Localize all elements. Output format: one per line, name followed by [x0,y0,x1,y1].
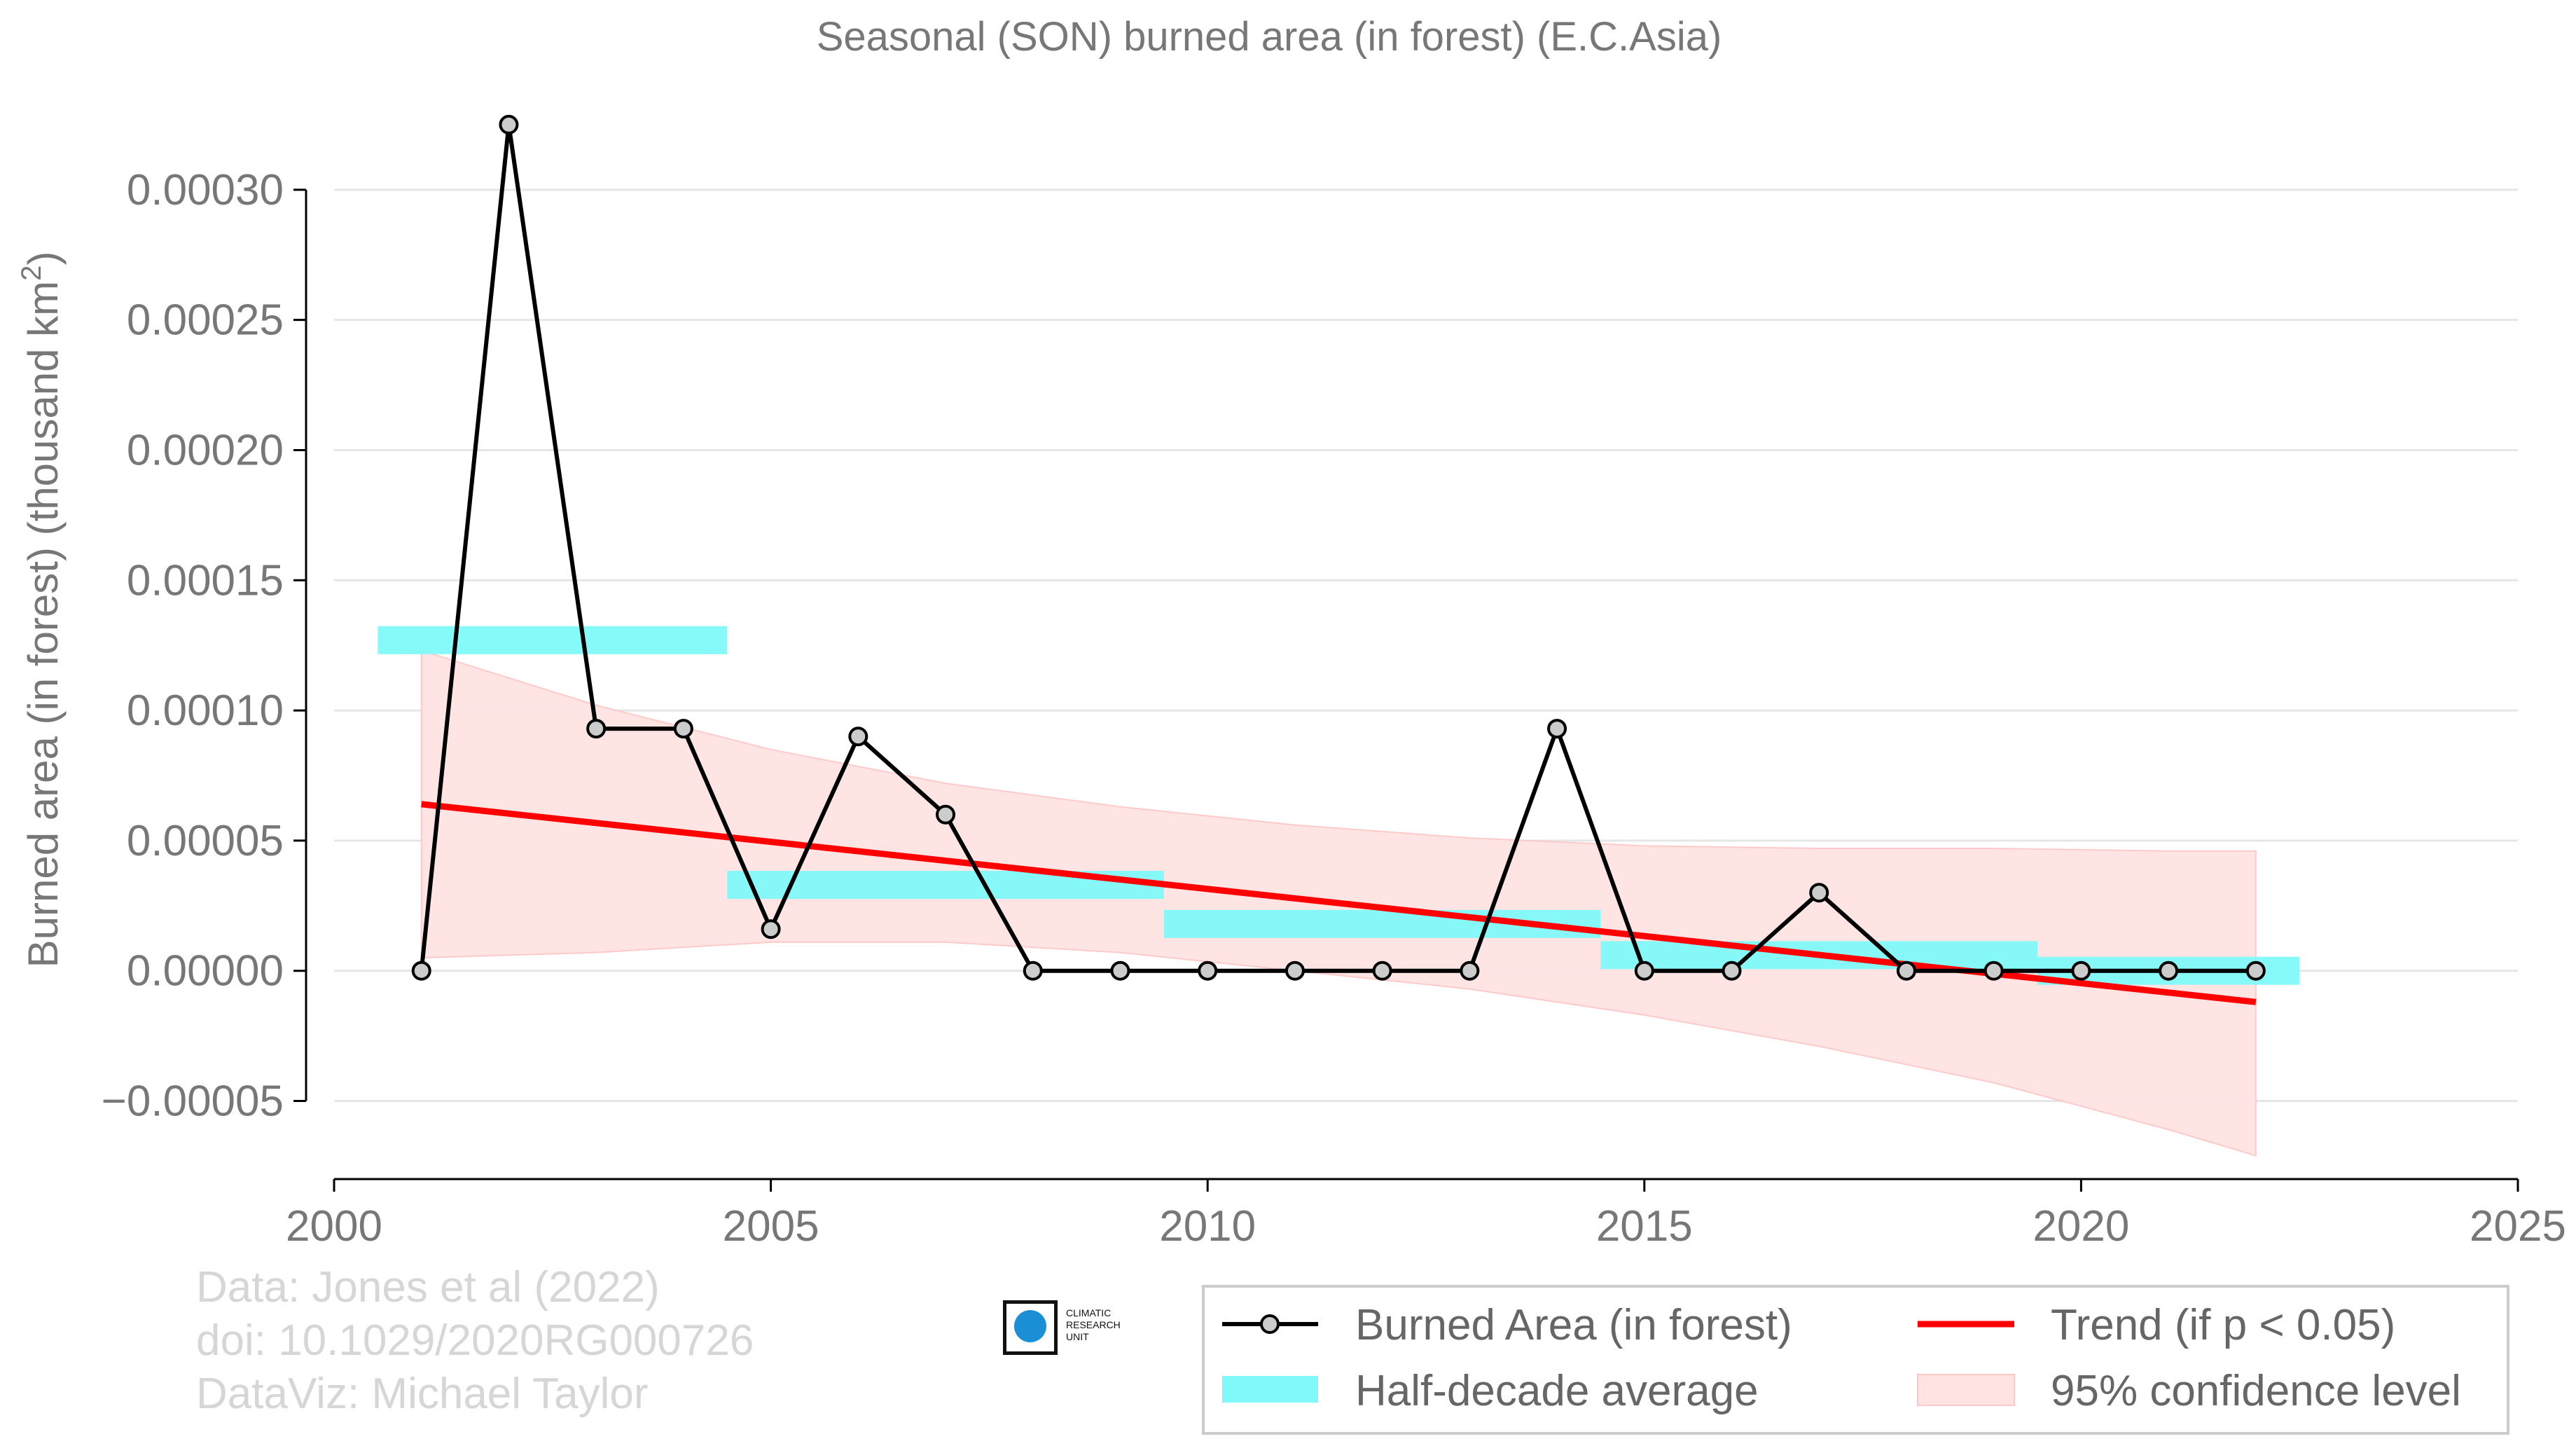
data-point [1896,960,1916,981]
y-tick-label: 0.00020 [127,426,284,474]
credits: Data: Jones et al (2022) doi: 10.1029/20… [196,1261,754,1421]
data-point [1284,960,1305,981]
x-tick-label: 2000 [286,1202,382,1251]
legend: Burned Area (in forest) Half-decade aver… [1202,1285,2509,1435]
y-axis-label-superscript: 2 [16,266,47,281]
data-point [761,919,781,939]
x-tick-label: 2020 [2033,1202,2129,1251]
x-tick-label: 2015 [1596,1202,1693,1251]
data-point [499,114,519,135]
data-point [1372,960,1392,981]
logo-text: CLIMATIC RESEARCH UNIT [1066,1307,1121,1342]
cru-logo: CLIMATIC RESEARCH UNIT [1003,1296,1157,1366]
x-ticks: 2000 2005 2010 2015 2020 2025 [286,1179,2566,1251]
burned-area-series [411,114,2266,981]
legend-frame [1202,1285,2509,1435]
data-point [1809,883,1829,903]
legend-marker-burned-area [1260,1314,1280,1334]
x-tick-label: 2010 [1159,1202,1256,1251]
logo-frame-icon [1003,1300,1058,1355]
credit-doi: doi: 10.1029/2020RG000726 [196,1316,754,1365]
data-point [2071,960,2091,981]
data-point [586,719,607,739]
data-point [1110,960,1130,981]
data-point [1023,960,1043,981]
chart-title: Seasonal (SON) burned area (in forest) (… [817,14,1722,60]
y-tick-label: 0.00030 [127,166,284,214]
data-point [1722,960,1742,981]
data-point [848,726,868,747]
half-decade-bar [378,626,728,654]
y-ticks: −0.00005 0.00000 0.00005 0.00010 0.00015 0.00… [102,166,306,1126]
series-line [419,122,2256,973]
data-point [2159,960,2179,981]
legend-swatch-confidence [1917,1374,2015,1406]
credit-data-source: Data: Jones et al (2022) [196,1263,660,1311]
y-axis-label-tail: ) [20,252,67,266]
y-tick-label: 0.00010 [127,687,284,735]
credit-dataviz: DataViz: Michael Taylor [196,1370,649,1418]
legend-label-confidence: 95% confidence level [2051,1367,2461,1415]
legend-label-trend: Trend (if p < 0.05) [2051,1301,2395,1349]
legend-label-half-decade: Half-decade average [1355,1367,1759,1415]
x-tick-label: 2025 [2470,1202,2566,1251]
data-point [2245,960,2266,981]
data-point [411,960,431,981]
data-point [936,804,956,825]
axes [305,189,2518,1180]
data-point [1460,960,1480,981]
data-point [1983,960,2004,981]
y-tick-label: 0.00000 [127,947,284,996]
data-point [673,719,693,739]
data-point [1634,960,1654,981]
legend-swatch-half-decade [1222,1376,1318,1403]
globe-icon [1014,1310,1046,1342]
y-tick-label: 0.00025 [127,296,284,345]
legend-label-burned-area: Burned Area (in forest) [1355,1301,1792,1349]
y-tick-label: 0.00015 [127,556,284,605]
x-tick-label: 2005 [723,1202,819,1251]
y-tick-label: 0.00005 [127,817,284,865]
data-point [1547,719,1567,739]
data-point [1198,960,1218,981]
y-axis-label: Burned area (in forest) (thousand km2) [16,252,67,968]
y-tick-label: −0.00005 [102,1077,284,1126]
